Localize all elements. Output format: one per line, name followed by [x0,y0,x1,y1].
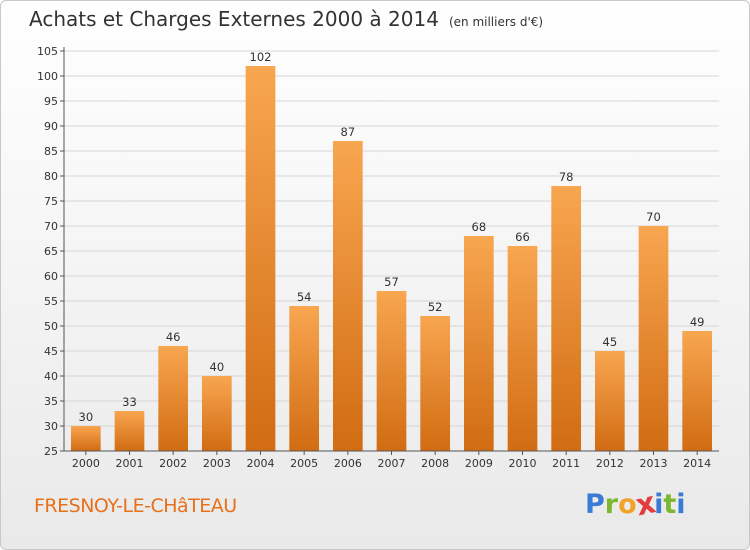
logo-letter: i [676,489,686,520]
y-tick-label: 45 [44,345,58,358]
value-label: 54 [297,290,312,304]
value-label: 102 [250,50,272,64]
y-tick-label: 60 [44,270,58,283]
y-tick-label: 65 [44,245,58,258]
proxiti-logo: Proxiti [585,486,686,523]
y-tick-label: 35 [44,395,58,408]
x-tick-label: 2000 [72,457,100,470]
y-tick-label: 80 [44,170,58,183]
y-tick-label: 100 [37,70,58,83]
y-tick-label: 75 [44,195,58,208]
x-tick-label: 2011 [552,457,580,470]
x-tick-label: 2013 [640,457,668,470]
bar-2001 [114,411,145,451]
bar-2002 [158,346,189,451]
x-tick-label: 2007 [378,457,406,470]
x-tick-label: 2004 [247,457,275,470]
x-axis-ticks: 2000 2001 2002 2003 2004 2005 2006 2007 2008 2009… [72,451,711,470]
y-tick-label: 85 [44,145,58,158]
bar-2014 [682,331,713,451]
y-tick-label: 40 [44,370,58,383]
bar-2012 [594,351,625,451]
logo-letter: i [654,489,664,520]
chart-title: Achats et Charges Externes 2000 à 2014 (e… [29,7,543,31]
bar-2006 [332,141,363,451]
x-tick-label: 2012 [596,457,624,470]
x-tick-label: 2002 [159,457,187,470]
x-tick-label: 2009 [465,457,493,470]
commune-name: FRESNOY-LE-CHâTEAU [34,495,237,517]
bar-2010 [507,246,538,451]
x-tick-label: 2010 [509,457,537,470]
value-label: 46 [166,330,181,344]
bar-2005 [289,306,320,451]
value-label: 66 [515,230,530,244]
x-tick-label: 2001 [116,457,144,470]
y-tick-label: 105 [37,45,58,58]
value-label: 87 [341,125,356,139]
title-text: Achats et Charges Externes 2000 à 2014 [29,7,439,31]
bar-2004 [245,66,276,451]
value-label: 33 [122,395,137,409]
x-tick-label: 2006 [334,457,362,470]
value-label: 49 [690,315,705,329]
value-label: 78 [559,170,574,184]
logo-letter: r [604,489,619,520]
bar-2009 [463,236,494,451]
logo-letter: t [663,489,677,520]
x-tick-label: 2003 [203,457,231,470]
bar-2008 [420,316,451,451]
value-label: 52 [428,300,443,314]
value-label: 45 [603,335,618,349]
bars: 30 33 46 40 102 54 87 57 52 68 66 78 45 70 49 [70,50,713,451]
logo-letter: P [585,489,605,520]
y-tick-label: 50 [44,320,58,333]
logo-letter: o [618,489,637,520]
value-label: 57 [384,275,399,289]
y-tick-label: 55 [44,295,58,308]
x-tick-label: 2014 [683,457,711,470]
y-tick-label: 25 [44,445,58,458]
bar-2000 [70,426,101,451]
bar-2007 [376,291,407,451]
value-label: 68 [472,220,487,234]
unit-label: (en milliers d'€) [448,15,544,29]
y-tick-label: 90 [44,120,58,133]
bar-2003 [201,376,232,451]
bar-2013 [638,226,669,451]
value-label: 70 [646,210,661,224]
bar-2011 [551,186,582,451]
x-tick-label: 2005 [290,457,318,470]
value-label: 30 [79,410,94,424]
value-label: 40 [210,360,225,374]
x-tick-label: 2008 [421,457,449,470]
y-tick-label: 70 [44,220,58,233]
y-axis-ticks: 25 30 35 40 45 50 55 60 65 70 75 80 85 90 95 100 105 [37,45,64,458]
y-tick-label: 95 [44,95,58,108]
y-tick-label: 30 [44,420,58,433]
